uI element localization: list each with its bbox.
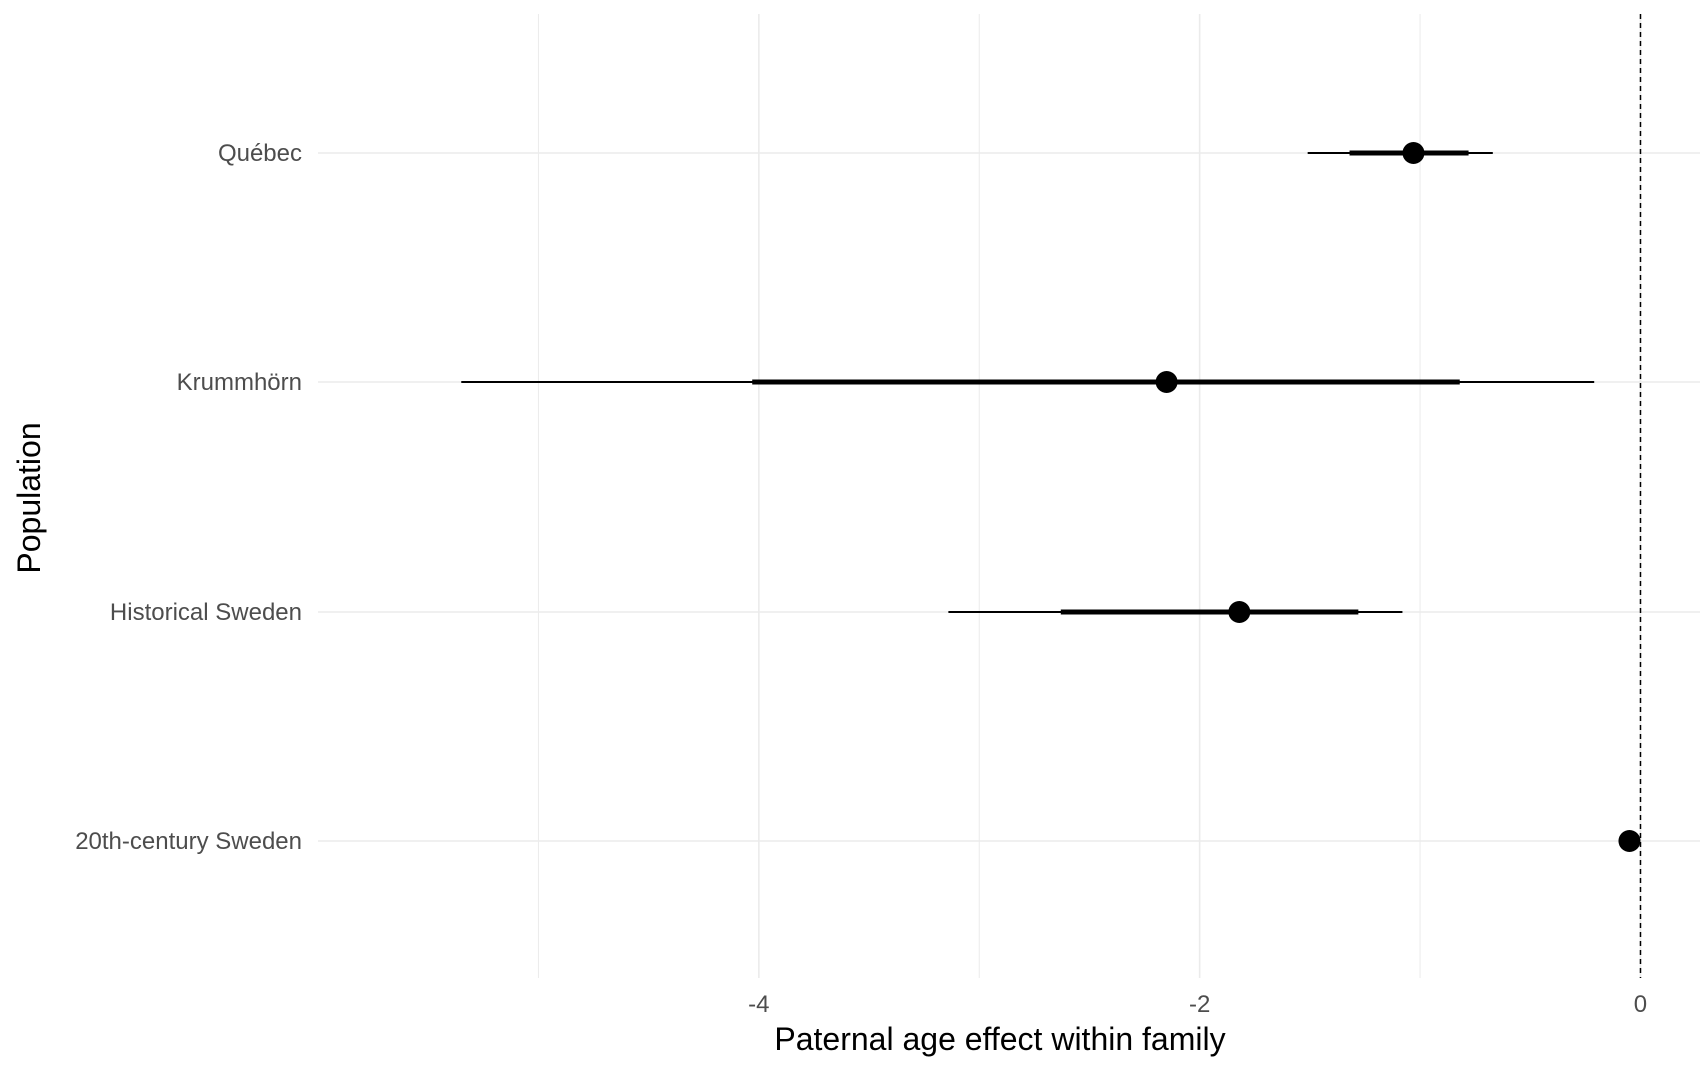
x-axis-title: Paternal age effect within family: [774, 1021, 1225, 1057]
y-tick-label: Québec: [218, 140, 302, 167]
point-estimate: [1402, 142, 1425, 164]
y-tick-label: Krummhörn: [177, 369, 302, 396]
point-estimate: [1228, 601, 1251, 623]
x-tick-label: -4: [748, 991, 769, 1018]
gridlines: [318, 14, 1700, 978]
x-tick-label: -2: [1189, 991, 1210, 1018]
y-axis-title: Population: [11, 422, 47, 573]
data-marks: [461, 142, 1641, 852]
point-estimate: [1618, 830, 1641, 852]
x-tick-label: 0: [1634, 991, 1647, 1018]
y-tick-label: Historical Sweden: [110, 599, 302, 626]
point-estimate: [1155, 371, 1178, 393]
axes: Paternal age effect within family Popula…: [11, 140, 1647, 1057]
y-tick-label: 20th-century Sweden: [75, 828, 302, 855]
